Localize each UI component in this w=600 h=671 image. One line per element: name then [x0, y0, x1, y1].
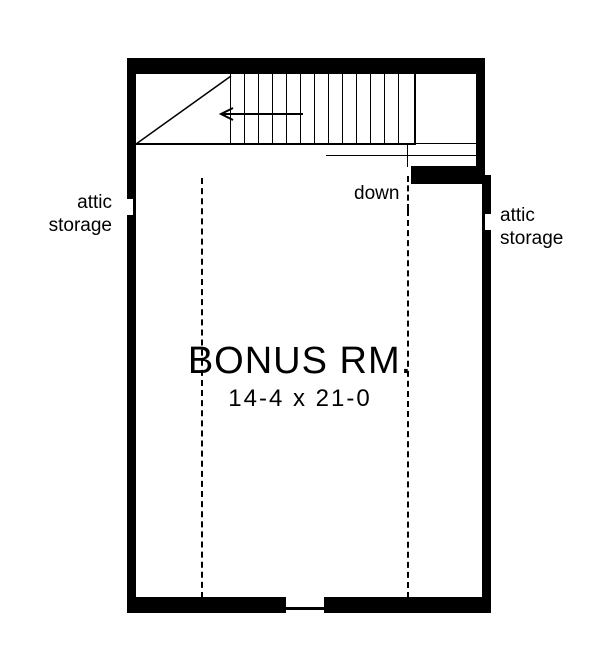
wall-bottom-left: [127, 597, 286, 613]
attic-storage-right-label: attic storage: [500, 205, 590, 251]
stair-arrow-icon: [217, 107, 305, 126]
stair-notch-v: [407, 143, 408, 167]
stair-tread: [314, 74, 315, 143]
dashed-line-right-upper: [407, 176, 409, 210]
stair-tread: [370, 74, 371, 143]
stair-down-label: down: [354, 183, 399, 205]
wall-bottom-right: [324, 597, 491, 613]
attic-storage-left-label: attic storage: [22, 192, 112, 238]
stair-tread: [328, 74, 329, 143]
floorplan-container: attic storage attic storage down BONUS R…: [0, 0, 600, 671]
opening-bottom-strip: [286, 607, 324, 610]
wall-notch-bottom: [411, 166, 485, 175]
room-dimensions: 14-4 x 21-0: [0, 385, 600, 413]
stair-tread: [356, 74, 357, 143]
opening-right-strip: [482, 214, 485, 230]
wall-bump-h: [411, 175, 491, 184]
opening-left-strip: [133, 199, 136, 215]
stair-tread: [398, 74, 399, 143]
wall-right-notch: [476, 58, 485, 175]
stair-tread: [342, 74, 343, 143]
stair-notch-line2: [326, 155, 478, 156]
wall-right-upper: [482, 175, 491, 214]
room-title: BONUS RM.: [0, 340, 600, 383]
stair-notch-line1: [326, 143, 478, 144]
wall-top: [127, 58, 485, 74]
wall-left-upper: [127, 58, 136, 199]
wall-left-lower: [127, 215, 136, 613]
stair-tread: [384, 74, 385, 143]
stair-right-line: [414, 74, 416, 145]
wall-right-lower: [482, 230, 491, 613]
